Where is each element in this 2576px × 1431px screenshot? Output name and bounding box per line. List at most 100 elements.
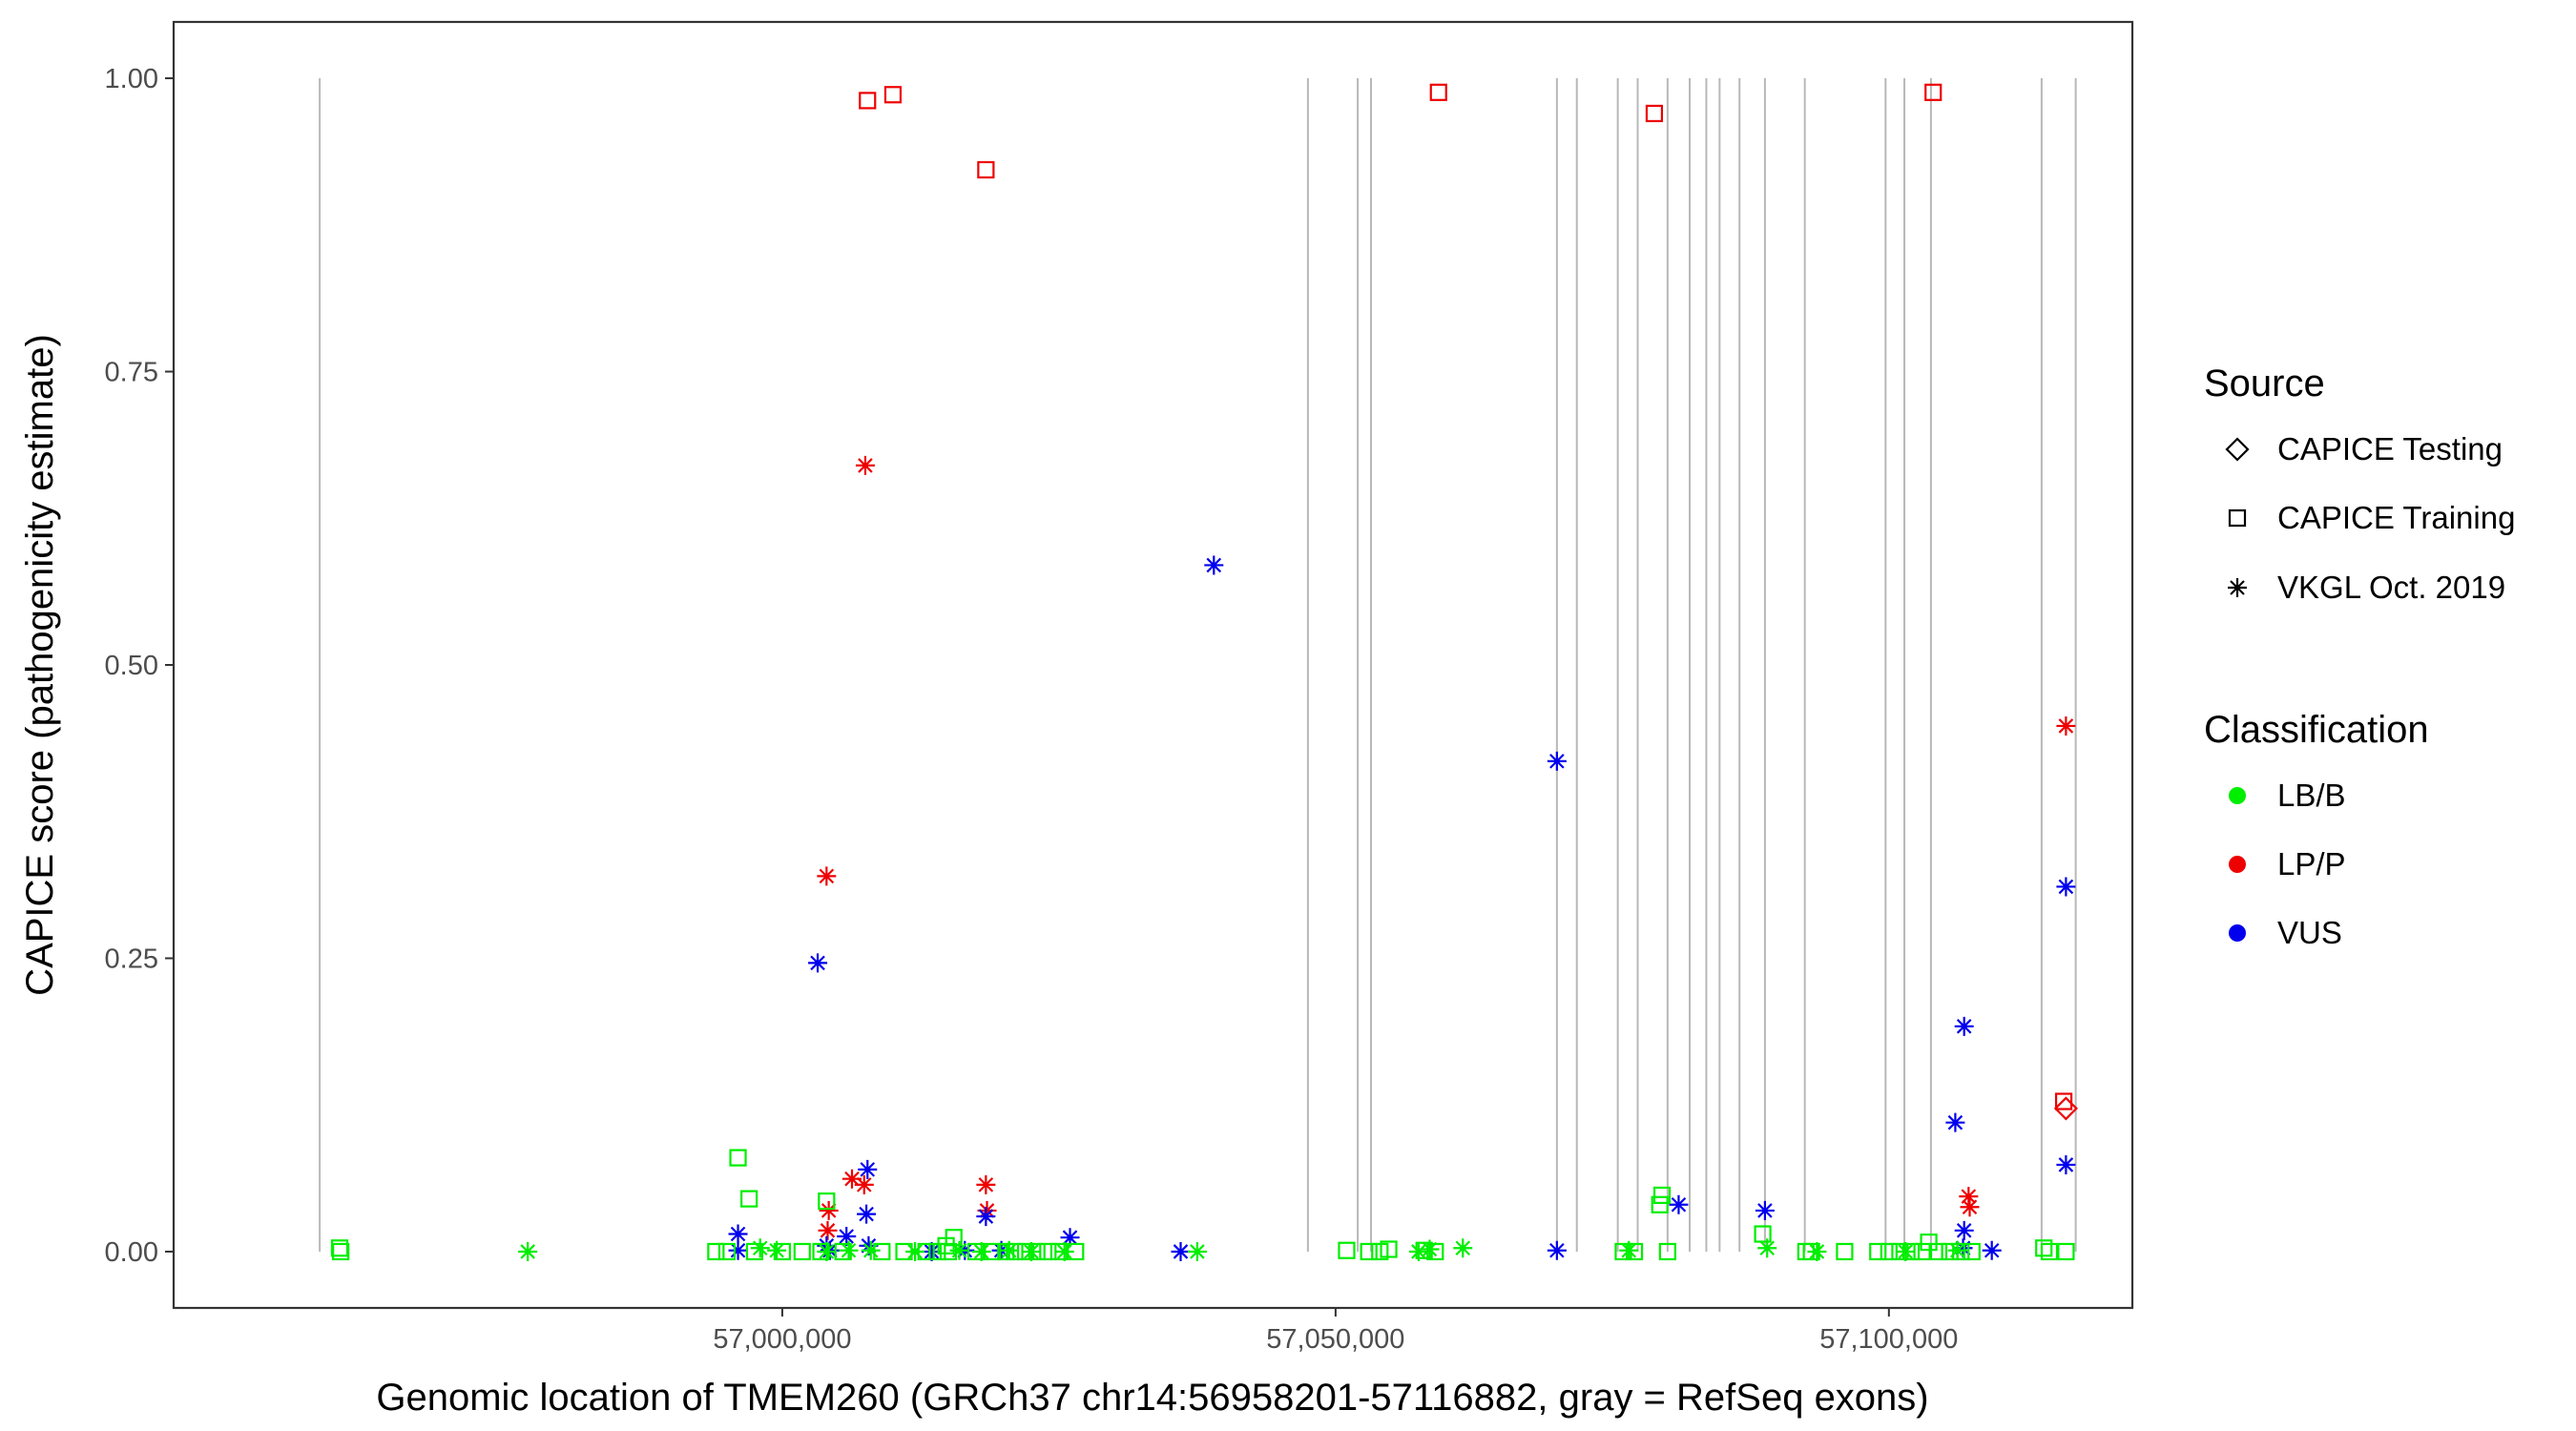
square-marker — [818, 1192, 836, 1211]
x-tick-label: 57,100,000 — [1819, 1324, 1958, 1355]
square-marker — [1929, 1242, 1948, 1261]
asterisk-marker — [976, 1174, 996, 1194]
square-marker — [707, 1242, 725, 1261]
square-marker — [729, 1149, 747, 1167]
legend: Source CAPICE Testing CAPICE Training VK… — [2204, 363, 2515, 950]
asterisk-marker — [817, 866, 837, 886]
asterisk-marker — [905, 1241, 925, 1261]
square-marker — [1645, 104, 1664, 123]
asterisk-marker — [1982, 1240, 2002, 1260]
square-marker — [1869, 1242, 1887, 1261]
square-marker — [939, 1242, 958, 1261]
asterisk-marker — [1547, 1240, 1567, 1260]
legend-class-label: LP/P — [2277, 846, 2346, 881]
asterisk-marker — [1959, 1187, 1979, 1207]
asterisk-marker — [820, 1240, 840, 1260]
legend-class-item-lbb: LB/B — [2229, 778, 2346, 813]
asterisk-marker — [1453, 1238, 1473, 1258]
red-dot-icon — [2229, 856, 2246, 873]
legend-source-item-testing: CAPICE Testing — [2225, 431, 2503, 467]
legend-source-label: CAPICE Training — [2277, 500, 2515, 535]
square-marker — [1754, 1225, 1772, 1243]
asterisk-marker — [1054, 1241, 1074, 1261]
asterisk-marker — [767, 1240, 787, 1260]
asterisk-marker — [808, 953, 828, 973]
square-icon — [2228, 508, 2247, 528]
asterisk-marker — [1187, 1241, 1207, 1261]
legend-source-label: VKGL Oct. 2019 — [2277, 570, 2505, 605]
asterisk-marker — [839, 1240, 859, 1260]
y-axis: 0.00 0.25 0.50 0.75 1.00 — [105, 64, 174, 1268]
asterisk-marker — [999, 1240, 1019, 1260]
legend-source-title: Source — [2204, 363, 2325, 404]
y-axis-title: CAPICE score (pathogenicity estimate) — [19, 334, 61, 996]
asterisk-marker — [1757, 1238, 1777, 1258]
asterisk-marker — [857, 1204, 877, 1224]
square-marker — [1652, 1186, 1672, 1205]
data-points — [330, 83, 2078, 1261]
asterisk-marker — [858, 1159, 878, 1179]
square-marker — [1952, 1242, 1970, 1261]
x-tick-label: 57,000,000 — [713, 1324, 851, 1355]
y-tick-label: 1.00 — [105, 64, 158, 94]
asterisk-marker — [817, 1241, 837, 1261]
asterisk-marker — [976, 1207, 996, 1227]
square-marker — [1429, 83, 1447, 101]
square-marker — [1924, 83, 1942, 101]
square-marker — [1338, 1241, 1356, 1259]
asterisk-marker — [818, 1220, 838, 1240]
asterisk-marker — [1807, 1241, 1827, 1261]
x-tick-label: 57,050,000 — [1266, 1324, 1404, 1355]
square-marker — [2035, 1239, 2053, 1257]
asterisk-marker — [977, 1200, 997, 1220]
legend-source-label: CAPICE Testing — [2277, 431, 2503, 467]
asterisk-marker — [1547, 751, 1567, 771]
asterisk-marker — [855, 455, 875, 475]
asterisk-marker — [1619, 1240, 1639, 1260]
legend-class-title: Classification — [2204, 709, 2429, 751]
square-marker — [1360, 1242, 1378, 1261]
square-marker — [1836, 1242, 1854, 1261]
square-marker — [928, 1242, 946, 1261]
asterisk-marker — [1953, 1238, 1973, 1258]
legend-class-item-vus: VUS — [2229, 915, 2342, 950]
asterisk-marker — [971, 1241, 991, 1261]
legend-class-label: VUS — [2277, 915, 2342, 950]
square-marker — [1371, 1242, 1389, 1261]
asterisk-marker — [728, 1224, 748, 1244]
asterisk-marker — [837, 1226, 857, 1246]
square-marker — [1658, 1242, 1676, 1261]
square-marker — [873, 1242, 891, 1261]
asterisk-marker — [1896, 1241, 1916, 1261]
asterisk-marker — [1408, 1241, 1428, 1261]
exon-lines — [319, 78, 2077, 1252]
diamond-marker — [2053, 1096, 2078, 1121]
asterisk-marker — [1954, 1016, 1974, 1036]
legend-source-item-vkgl: VKGL Oct. 2019 — [2228, 570, 2505, 605]
diamond-icon — [2225, 437, 2250, 462]
asterisk-marker — [949, 1240, 969, 1260]
square-marker — [977, 160, 995, 179]
square-marker — [717, 1242, 737, 1261]
square-marker — [2040, 1242, 2059, 1261]
square-marker — [997, 1242, 1015, 1261]
square-marker — [740, 1190, 758, 1208]
blue-dot-icon — [2229, 924, 2246, 942]
asterisk-marker — [728, 1240, 748, 1260]
asterisk-marker — [1945, 1112, 1965, 1132]
square-marker — [2057, 1242, 2075, 1261]
square-marker — [859, 92, 877, 110]
y-tick-label: 0.25 — [105, 944, 158, 974]
square-marker — [330, 1239, 349, 1257]
legend-class-item-lpp: LP/P — [2229, 846, 2346, 881]
asterisk-marker — [1060, 1228, 1080, 1248]
square-marker — [2054, 1092, 2073, 1110]
y-tick-label: 0.50 — [105, 651, 158, 681]
square-marker — [793, 1242, 811, 1261]
y-tick-label: 0.00 — [105, 1237, 158, 1268]
asterisk-marker — [1204, 555, 1224, 575]
legend-class-label: LB/B — [2277, 778, 2346, 813]
square-marker — [1651, 1195, 1669, 1213]
asterisk-marker — [842, 1169, 862, 1189]
